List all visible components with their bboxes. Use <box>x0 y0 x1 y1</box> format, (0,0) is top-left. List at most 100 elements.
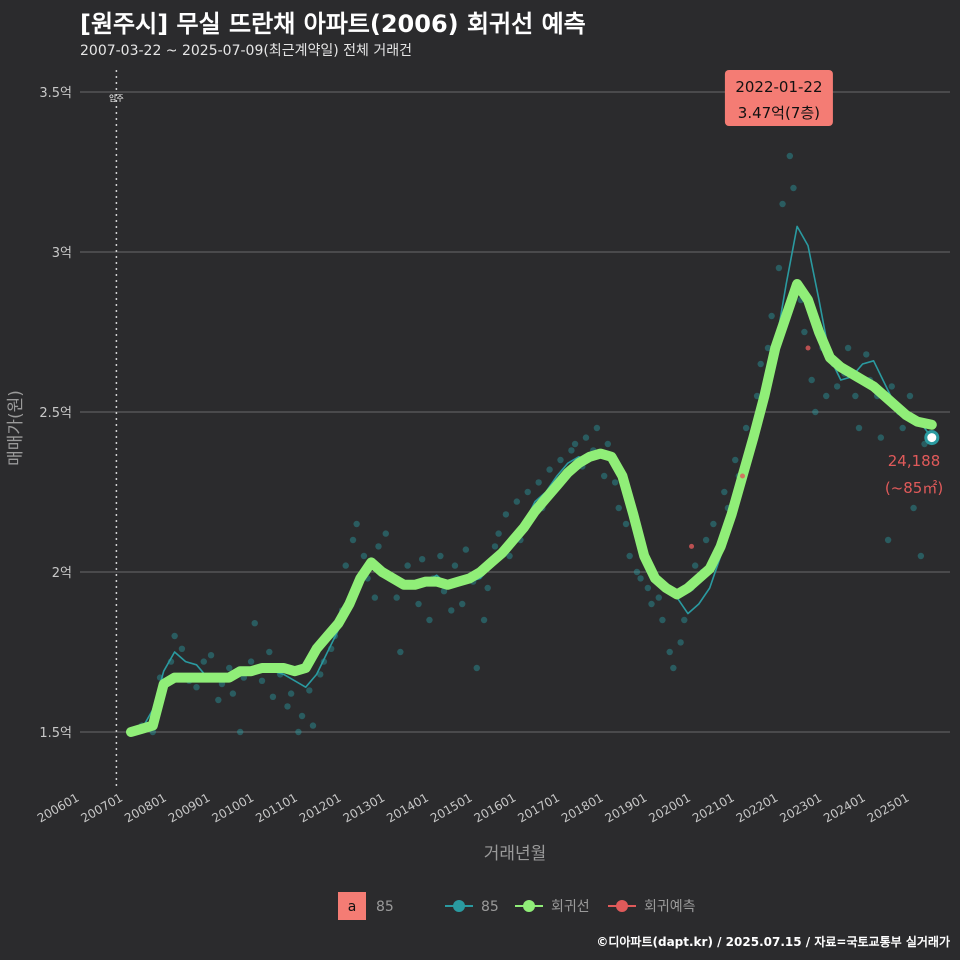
scatter-point <box>677 639 684 646</box>
x-tick-label: 202101 <box>690 790 737 825</box>
x-tick-label: 200801 <box>122 790 169 825</box>
scatter-point <box>571 440 579 448</box>
scatter-point <box>513 498 521 505</box>
scatter-point <box>480 616 488 624</box>
prediction-point <box>740 473 746 479</box>
y-axis-label: 매매가(원) <box>6 390 26 466</box>
scatter-point <box>171 632 178 640</box>
scatter-point <box>491 543 499 550</box>
scatter-point <box>775 264 783 272</box>
scatter-point <box>611 479 619 486</box>
scatter-point <box>764 344 772 352</box>
scatter-point <box>877 434 885 441</box>
scatter-point <box>808 376 815 384</box>
scatter-point <box>306 687 313 694</box>
x-tick-label: 201801 <box>559 790 606 825</box>
scatter-point <box>349 536 357 544</box>
x-axis-ticks: 2006012007012008012009012010012011012012… <box>35 790 912 825</box>
latest-point-marker <box>924 430 940 446</box>
move-in-marker: 입주 <box>109 70 124 790</box>
y-axis-ticks: 1.5억 2억 2.5억 3억 3.5억 <box>39 86 72 741</box>
scatter-point <box>236 728 244 736</box>
scatter-point <box>437 552 444 560</box>
y-tick-label: 3억 <box>52 246 72 261</box>
scatter-point <box>742 424 750 432</box>
x-tick-label: 202401 <box>821 790 868 825</box>
scatter-point <box>382 530 389 537</box>
scatter-point <box>298 712 306 720</box>
legend: a 85 85 회귀선 회귀예측 <box>338 892 696 920</box>
scatter-point <box>721 488 728 496</box>
scatter-point <box>418 556 426 563</box>
scatter-point <box>269 693 277 700</box>
x-tick-label: 200601 <box>35 790 82 825</box>
scatter-point <box>633 568 641 576</box>
legend-item-label: 회귀선 <box>551 899 590 915</box>
x-tick-label: 200901 <box>166 790 213 825</box>
scatter-point <box>178 645 186 652</box>
scatter-point <box>535 479 542 486</box>
scatter-point <box>251 620 258 627</box>
scatter-point <box>884 536 892 544</box>
scatter-point <box>655 594 662 601</box>
scatter-point <box>626 552 633 560</box>
scatter-point <box>670 664 677 672</box>
scatter-point <box>710 520 717 528</box>
scatter-point <box>309 722 317 729</box>
scatter-point <box>648 600 655 608</box>
latest-count-label: 24,188 <box>888 452 941 470</box>
scatter-point <box>258 677 266 684</box>
scatter-point <box>899 424 906 432</box>
chart-title: [원주시] 무실 뜨란채 아파트(2006) 회귀선 예측 <box>80 10 586 38</box>
scatter-point <box>852 392 859 400</box>
x-tick-label: 201101 <box>253 790 300 825</box>
max-price-date: 2022-01-22 <box>735 78 822 96</box>
scatter-point <box>415 600 422 608</box>
x-tick-label: 201001 <box>210 790 257 825</box>
scatter-point <box>247 658 255 665</box>
scatter-point <box>226 664 233 672</box>
scatter-point <box>615 504 622 512</box>
scatter-point <box>284 703 291 710</box>
scatter-point <box>691 562 699 569</box>
x-tick-label: 200701 <box>79 790 126 825</box>
scatter-point <box>473 664 480 672</box>
scatter-point <box>462 546 470 553</box>
scatter-point <box>910 504 917 512</box>
scatter-point <box>397 648 404 656</box>
legend-item-label: 85 <box>481 899 499 915</box>
scatter-point <box>917 552 925 560</box>
scatter-point <box>844 344 852 352</box>
scatter-point <box>459 600 466 608</box>
x-tick-label: 201201 <box>297 790 344 825</box>
max-price-value: 3.47억(7층) <box>738 104 820 122</box>
grid-lines <box>80 91 950 733</box>
scatter-point <box>317 671 324 678</box>
scatter-point <box>823 392 830 400</box>
scatter-point <box>666 648 673 656</box>
scatter-point <box>404 562 411 569</box>
scatter-point <box>495 530 502 537</box>
scatter-point <box>393 594 400 601</box>
scatter-point <box>287 690 295 697</box>
y-tick-label: 3.5억 <box>39 86 72 101</box>
scatter-point <box>593 424 601 432</box>
scatter-point <box>484 584 491 592</box>
scatter-point <box>193 684 200 691</box>
scatter-point <box>786 152 794 160</box>
x-tick-label: 201601 <box>472 790 519 825</box>
scatter-point <box>753 392 761 400</box>
scatter-point <box>353 520 360 528</box>
x-axis-label: 거래년월 <box>484 844 547 864</box>
scatter-point <box>451 562 459 569</box>
scatter-point <box>863 351 870 358</box>
scatter-point <box>790 184 797 192</box>
scatter-point <box>524 488 531 496</box>
legend-dot-swatch <box>616 900 628 912</box>
x-tick-label: 201401 <box>384 790 431 825</box>
scatter-point <box>812 408 819 416</box>
scatter-point <box>779 200 786 208</box>
scatter-point <box>604 440 612 448</box>
scatter-point <box>582 434 590 441</box>
